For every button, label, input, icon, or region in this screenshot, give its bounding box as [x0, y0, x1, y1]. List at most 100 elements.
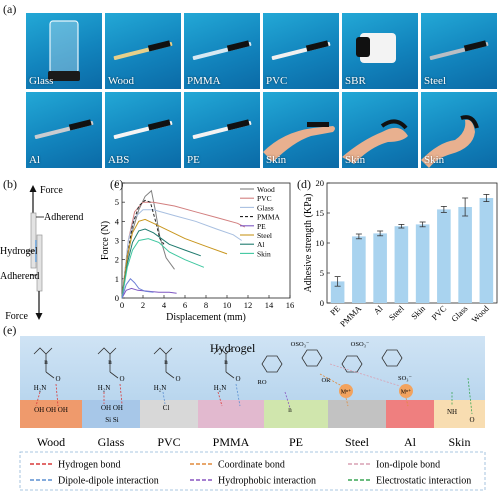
bar-glass — [458, 207, 472, 303]
sulfonate: SO₃⁻ — [398, 375, 412, 382]
amide-n: H₂N — [98, 384, 111, 392]
legend-label: Hydrophobic interaction — [218, 476, 316, 487]
photo-wood-2: Wood — [105, 13, 181, 89]
photo-skin-12: Skin — [421, 92, 497, 168]
x-tick-label: 16 — [286, 300, 295, 310]
substrate-al — [386, 400, 434, 428]
hydrogel-label: Hydrogel — [0, 246, 38, 257]
series-line-unlabeled — [121, 278, 154, 299]
backbone — [213, 347, 233, 355]
y-tick-label: 15 — [316, 208, 325, 218]
carbonyl-o: O — [175, 375, 180, 383]
substrate-pmma — [198, 400, 264, 428]
series-line-pe — [121, 287, 177, 299]
bar-al — [373, 233, 387, 303]
photo-skin-10: Skin — [263, 92, 339, 168]
sugar-ring — [341, 355, 363, 373]
legend-label: Ion-dipole bond — [376, 460, 440, 471]
arrow-down-icon — [35, 291, 43, 320]
sugar-ring — [261, 355, 283, 373]
series-line-pvc — [121, 201, 246, 299]
bond-line — [55, 383, 59, 407]
y-tick-label: 0 — [320, 298, 324, 308]
interaction-mechanism-schematic: Hydrogel Wood Glass PVC PMMA PE Steel Al Skin n… — [19, 336, 486, 491]
series-line-pmma — [121, 199, 165, 299]
bond-line — [319, 373, 343, 387]
legend-entry: PE — [257, 222, 266, 231]
y-tick-label: 5 — [115, 197, 119, 207]
category-label: Al — [371, 303, 385, 317]
photo-abs-8: ABS — [105, 92, 181, 168]
x-tick-label: 0 — [120, 300, 124, 310]
backbone — [97, 347, 117, 355]
substrate-pe — [264, 400, 328, 428]
x-tick-label: 6 — [183, 300, 187, 310]
y-axis-label: Force (N) — [100, 221, 111, 260]
hydrogel-header: Hydrogel — [210, 341, 256, 355]
legend-entry: PMMA — [257, 213, 281, 222]
bar-pmma — [352, 236, 366, 303]
sugar-ring — [301, 349, 323, 367]
y-tick-label: 0 — [115, 293, 119, 303]
photo-steel-6: Steel — [421, 13, 497, 89]
bond-line — [217, 391, 223, 407]
panel-label-e: (e) — [3, 323, 17, 337]
category-label: PVC — [430, 303, 449, 322]
panel-label-b: (b) — [3, 177, 17, 191]
category-label: PE — [328, 303, 342, 317]
bond-line — [109, 371, 119, 379]
legend-box — [19, 451, 486, 491]
photo-glass-1: Glass — [26, 13, 102, 89]
bond-line — [45, 371, 55, 379]
panel-label-a: (a) — [3, 2, 17, 16]
carbonyl-o: O — [235, 375, 240, 383]
legend-entry: Skin — [257, 249, 271, 258]
substrate-label: PMMA — [213, 435, 250, 449]
photo-caption: Steel — [424, 75, 446, 87]
photo-caption: Skin — [266, 154, 287, 166]
series-line-glass — [121, 209, 242, 299]
substrate-skin — [434, 400, 485, 428]
legend-entry: Wood — [257, 185, 275, 194]
adherend-bottom-label: Adherend — [0, 271, 39, 282]
series-line-al — [121, 228, 201, 299]
x-axis-label: Displacement (mm) — [166, 312, 246, 323]
substrate-label: Glass — [98, 435, 125, 449]
y-tick-label: 20 — [316, 178, 325, 188]
y-tick-label: 2 — [115, 255, 119, 265]
substrate-wood — [20, 400, 82, 428]
carbonyl-o: O — [55, 375, 60, 383]
x-tick-label: 14 — [265, 300, 274, 310]
bar-steel — [394, 226, 409, 303]
legend-label: Coordinate bond — [218, 460, 285, 471]
glass-si: Si Si — [105, 416, 118, 424]
legend-label: Electrostatic interaction — [376, 476, 471, 487]
bond-line — [329, 363, 401, 387]
metal-ion-label: Mⁿ⁺ — [401, 390, 411, 396]
photo-caption: PE — [187, 154, 200, 166]
series-line-skin — [121, 238, 205, 299]
arrow-up-icon — [29, 185, 37, 215]
x-tick-label: 2 — [141, 300, 145, 310]
panel-label-c: (c) — [110, 177, 124, 191]
bond-line — [467, 377, 473, 415]
backbone — [33, 347, 53, 355]
substrate-label: PE — [289, 435, 303, 449]
y-tick-label: 10 — [316, 238, 325, 248]
substrate-label: PVC — [157, 435, 180, 449]
pvc-cl: Cl — [163, 404, 170, 412]
sugar-ring — [381, 349, 403, 367]
bond-line — [235, 383, 241, 407]
substrate-row: Wood Glass PVC PMMA PE Steel Al Skin — [20, 400, 485, 449]
bond-legend: Hydrogen bond Coordinate bond Ion-dipole b… — [19, 451, 486, 491]
photo-caption: Wood — [108, 75, 135, 87]
bar-pvc — [437, 209, 451, 303]
bar-wood — [479, 198, 494, 303]
metal-ion-al — [399, 384, 413, 398]
amide-n: H₂N — [154, 384, 167, 392]
photo-pe-9: PE — [184, 92, 260, 168]
or-group: OR — [321, 377, 331, 384]
force-top-label: Force — [40, 185, 63, 196]
series-line-steel — [121, 218, 228, 299]
